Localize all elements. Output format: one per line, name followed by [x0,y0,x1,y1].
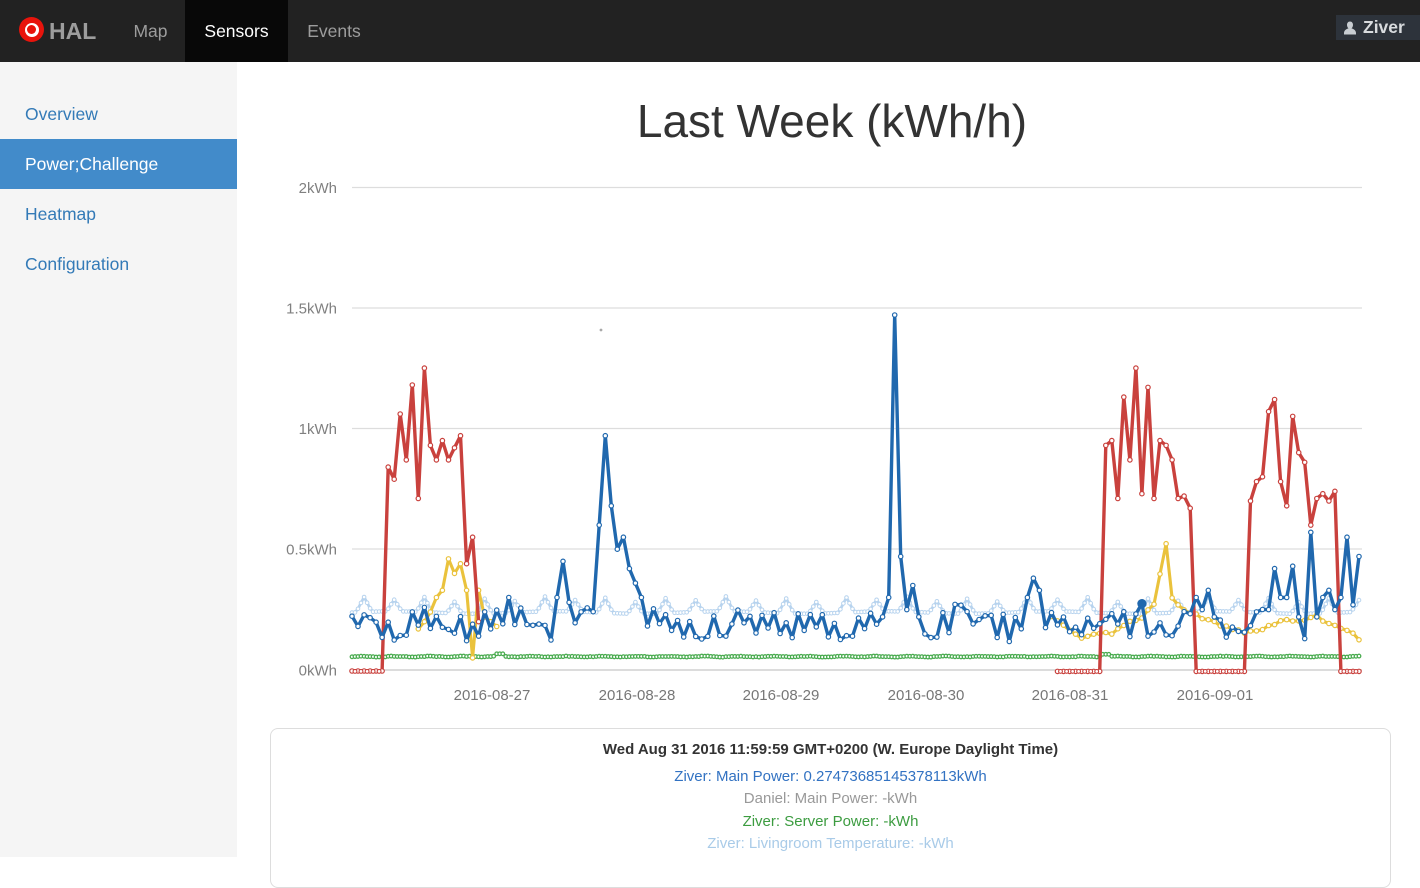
svg-text:1kWh: 1kWh [299,421,337,438]
svg-text:2016-08-30: 2016-08-30 [888,687,965,704]
svg-text:2016-08-28: 2016-08-28 [599,687,676,704]
svg-text:1.5kWh: 1.5kWh [286,301,337,318]
svg-text:2016-08-29: 2016-08-29 [743,687,820,704]
svg-text:0.5kWh: 0.5kWh [286,542,337,559]
svg-text:2016-08-27: 2016-08-27 [454,687,531,704]
svg-text:2kWh: 2kWh [299,180,337,197]
svg-text:2016-08-31: 2016-08-31 [1032,687,1109,704]
svg-text:0kWh: 0kWh [299,663,337,680]
svg-text:2016-09-01: 2016-09-01 [1177,687,1254,704]
